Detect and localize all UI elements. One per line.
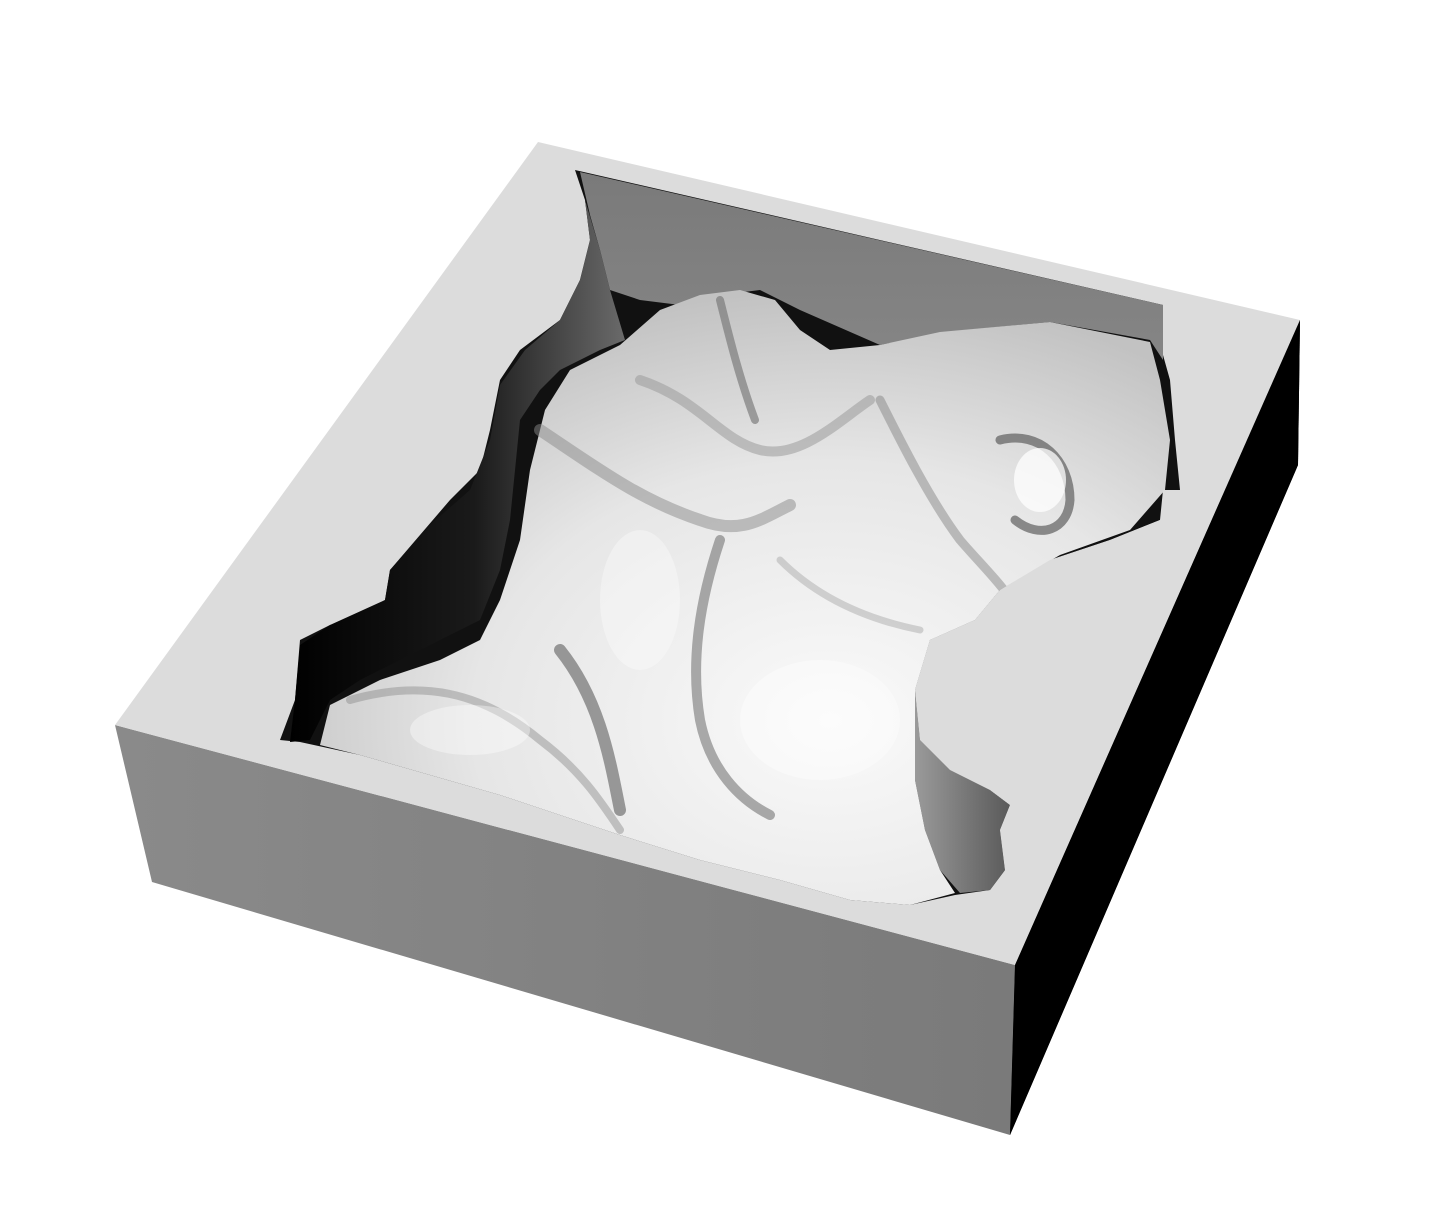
terrain-ridges: [346, 296, 1075, 834]
cavity-back-wall: [580, 172, 1163, 360]
cavity-right-wall: [915, 690, 1010, 893]
block-side-face-edge: [1010, 320, 1300, 1135]
terrain-surface: [320, 290, 1170, 905]
cavity-left-wall: [290, 200, 625, 742]
rim-right-bulge: [915, 320, 1300, 965]
terrain-highlights: [410, 448, 1066, 780]
block-front-face: [115, 725, 1015, 1135]
